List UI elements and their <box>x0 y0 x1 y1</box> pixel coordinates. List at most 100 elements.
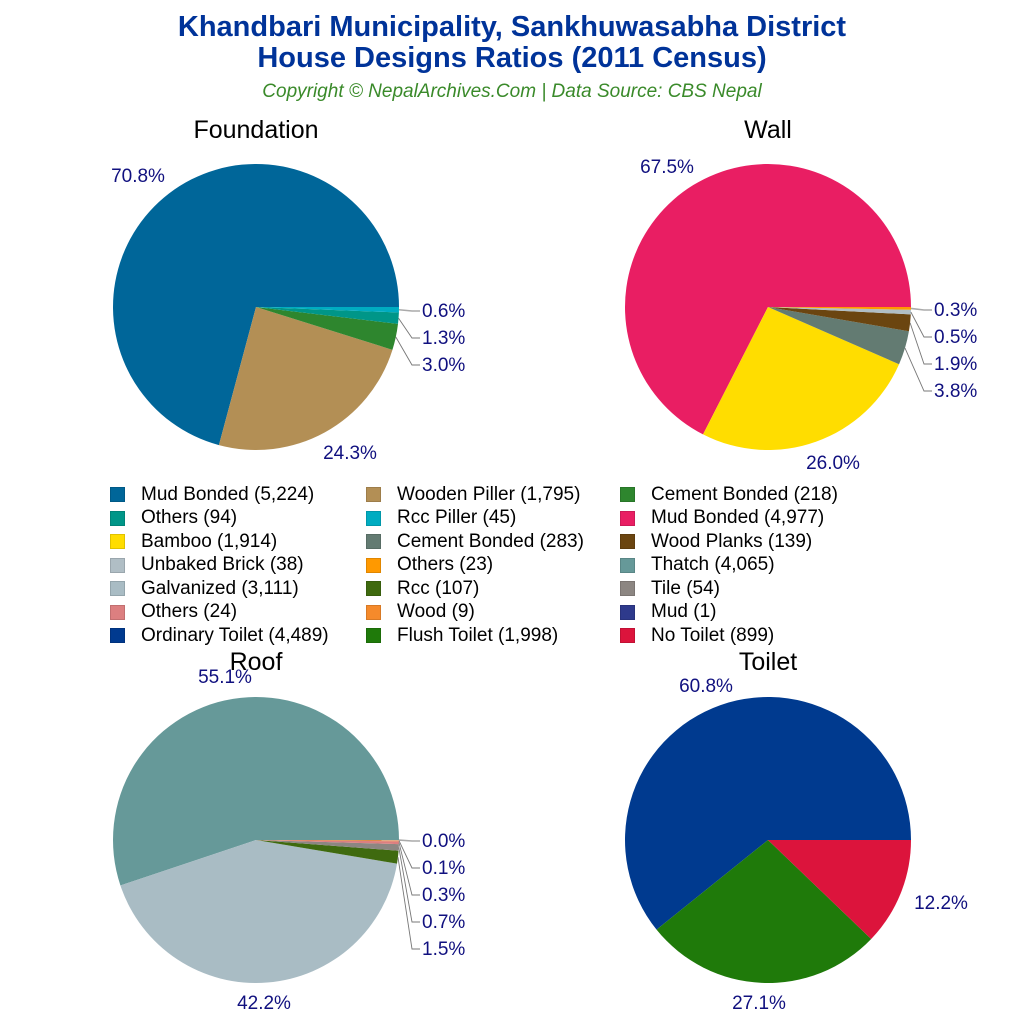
legend-swatch <box>110 604 125 620</box>
percent-label: 0.6% <box>422 301 465 322</box>
legend-swatch <box>366 581 381 596</box>
pie-slice <box>256 307 399 313</box>
legend-label: Others (94) <box>141 507 238 528</box>
legend-item: Ordinary Toilet (4,489) <box>110 624 329 647</box>
legend-swatch <box>110 581 125 596</box>
legend-label: Wood (9) <box>397 601 475 622</box>
legend-label: Cement Bonded (283) <box>397 530 584 552</box>
legend-label: Thatch (4,065) <box>651 554 775 575</box>
pie-slice <box>256 307 398 350</box>
leader-line <box>910 311 932 338</box>
leader-line <box>398 847 420 923</box>
legend-item: Others (23) <box>366 554 493 577</box>
legend-item: Mud (1) <box>620 601 716 624</box>
legend-item: Flush Toilet (1,998) <box>366 624 558 647</box>
legend-item: Cement Bonded (283) <box>366 530 584 553</box>
percent-label: 12.2% <box>914 893 968 914</box>
legend-swatch <box>620 510 635 526</box>
percent-label: 0.0% <box>422 831 465 852</box>
legend-swatch <box>366 487 381 502</box>
pie-slice <box>112 696 399 886</box>
legend-item: Wooden Piller (1,795) <box>366 483 580 506</box>
pie-title: Wall <box>744 116 792 144</box>
leader-line <box>398 840 420 869</box>
legend-label: Tile (54) <box>651 577 720 599</box>
legend-swatch <box>620 604 635 620</box>
legend-swatch <box>366 510 381 526</box>
pie-toilet: Toilet 60.8% 27.1% 12.2% <box>624 648 968 1014</box>
pie-wall: Wall 67.5% 26.0% 0.3% 0.5% 1.9% 3.8% <box>625 116 977 474</box>
percent-label: 27.1% <box>732 993 786 1014</box>
legend-item: Others (24) <box>110 601 237 624</box>
legend-label: Galvanized (3,111) <box>141 577 299 599</box>
percent-label: 0.3% <box>422 885 465 906</box>
leader-line <box>904 347 932 392</box>
legend-item: Mud Bonded (5,224) <box>110 483 314 506</box>
legend-item: Thatch (4,065) <box>620 554 775 577</box>
chart-title-line2: House Designs Ratios (2011 Census) <box>257 42 767 74</box>
pie-slice <box>768 307 909 365</box>
legend-swatch <box>110 510 125 526</box>
legend-item: Galvanized (3,111) <box>110 577 299 600</box>
pie-slice <box>624 697 911 930</box>
leader-line <box>397 857 420 950</box>
pie-slice <box>256 840 399 851</box>
legend-label: Others (23) <box>397 554 494 575</box>
legend-swatch <box>620 557 635 573</box>
legend-swatch <box>620 628 635 643</box>
legend-label: Ordinary Toilet (4,489) <box>141 624 329 646</box>
percent-label: 42.2% <box>237 993 291 1014</box>
pie-slice <box>256 840 399 864</box>
leader-line <box>398 839 420 842</box>
legend-label: Cement Bonded (218) <box>651 483 838 505</box>
percent-label: 26.0% <box>806 453 860 474</box>
pie-title: Roof <box>230 648 283 676</box>
pie-slice <box>656 840 872 983</box>
legend-label: Unbaked Brick (38) <box>141 554 304 575</box>
pie-slice <box>768 307 911 310</box>
legend-swatch <box>110 534 125 549</box>
legend-label: Mud (1) <box>651 601 717 622</box>
pie-slice <box>703 307 900 450</box>
percent-label: 55.1% <box>198 667 252 688</box>
leader-line <box>395 336 420 366</box>
legend-item: Unbaked Brick (38) <box>110 554 304 577</box>
legend-swatch <box>620 487 635 502</box>
legend-swatch <box>366 628 381 643</box>
percent-label: 1.3% <box>422 328 465 349</box>
percent-label: 0.5% <box>934 327 977 348</box>
pie-slice <box>112 164 399 446</box>
percent-label: 0.7% <box>422 912 465 933</box>
legend-label: Mud Bonded (4,977) <box>651 507 825 528</box>
legend-item: Bamboo (1,914) <box>110 530 277 553</box>
percent-label: 24.3% <box>323 443 377 464</box>
pie-slice <box>120 840 398 984</box>
legend-item: Rcc (107) <box>366 577 479 600</box>
pie-slice <box>768 307 911 315</box>
legend-item: Rcc Piller (45) <box>366 507 516 530</box>
legend-label: Wood Planks (139) <box>651 530 813 552</box>
percent-label: 70.8% <box>111 166 165 187</box>
percent-label: 1.9% <box>934 354 977 375</box>
leader-line <box>398 317 420 339</box>
legend-swatch <box>366 534 381 549</box>
leader-line <box>909 322 932 365</box>
legend-label: Rcc (107) <box>397 577 480 599</box>
legend-label: Flush Toilet (1,998) <box>397 624 559 646</box>
percent-label: 3.8% <box>934 381 977 402</box>
legend-swatch <box>620 581 635 596</box>
legend-swatch <box>110 628 125 643</box>
pie-slice <box>625 164 911 435</box>
pie-slice <box>256 840 399 845</box>
chart-title-line1: Khandbari Municipality, Sankhuwasabha Di… <box>177 11 847 43</box>
legend-item: Wood Planks (139) <box>620 530 812 553</box>
legend-item: No Toilet (899) <box>620 624 774 647</box>
legend-swatch <box>620 534 635 549</box>
pie-title: Foundation <box>193 116 318 144</box>
pie-slice <box>256 307 399 324</box>
pie-title: Toilet <box>739 648 797 676</box>
legend-swatch <box>366 604 381 620</box>
legend-item: Cement Bonded (218) <box>620 483 838 506</box>
